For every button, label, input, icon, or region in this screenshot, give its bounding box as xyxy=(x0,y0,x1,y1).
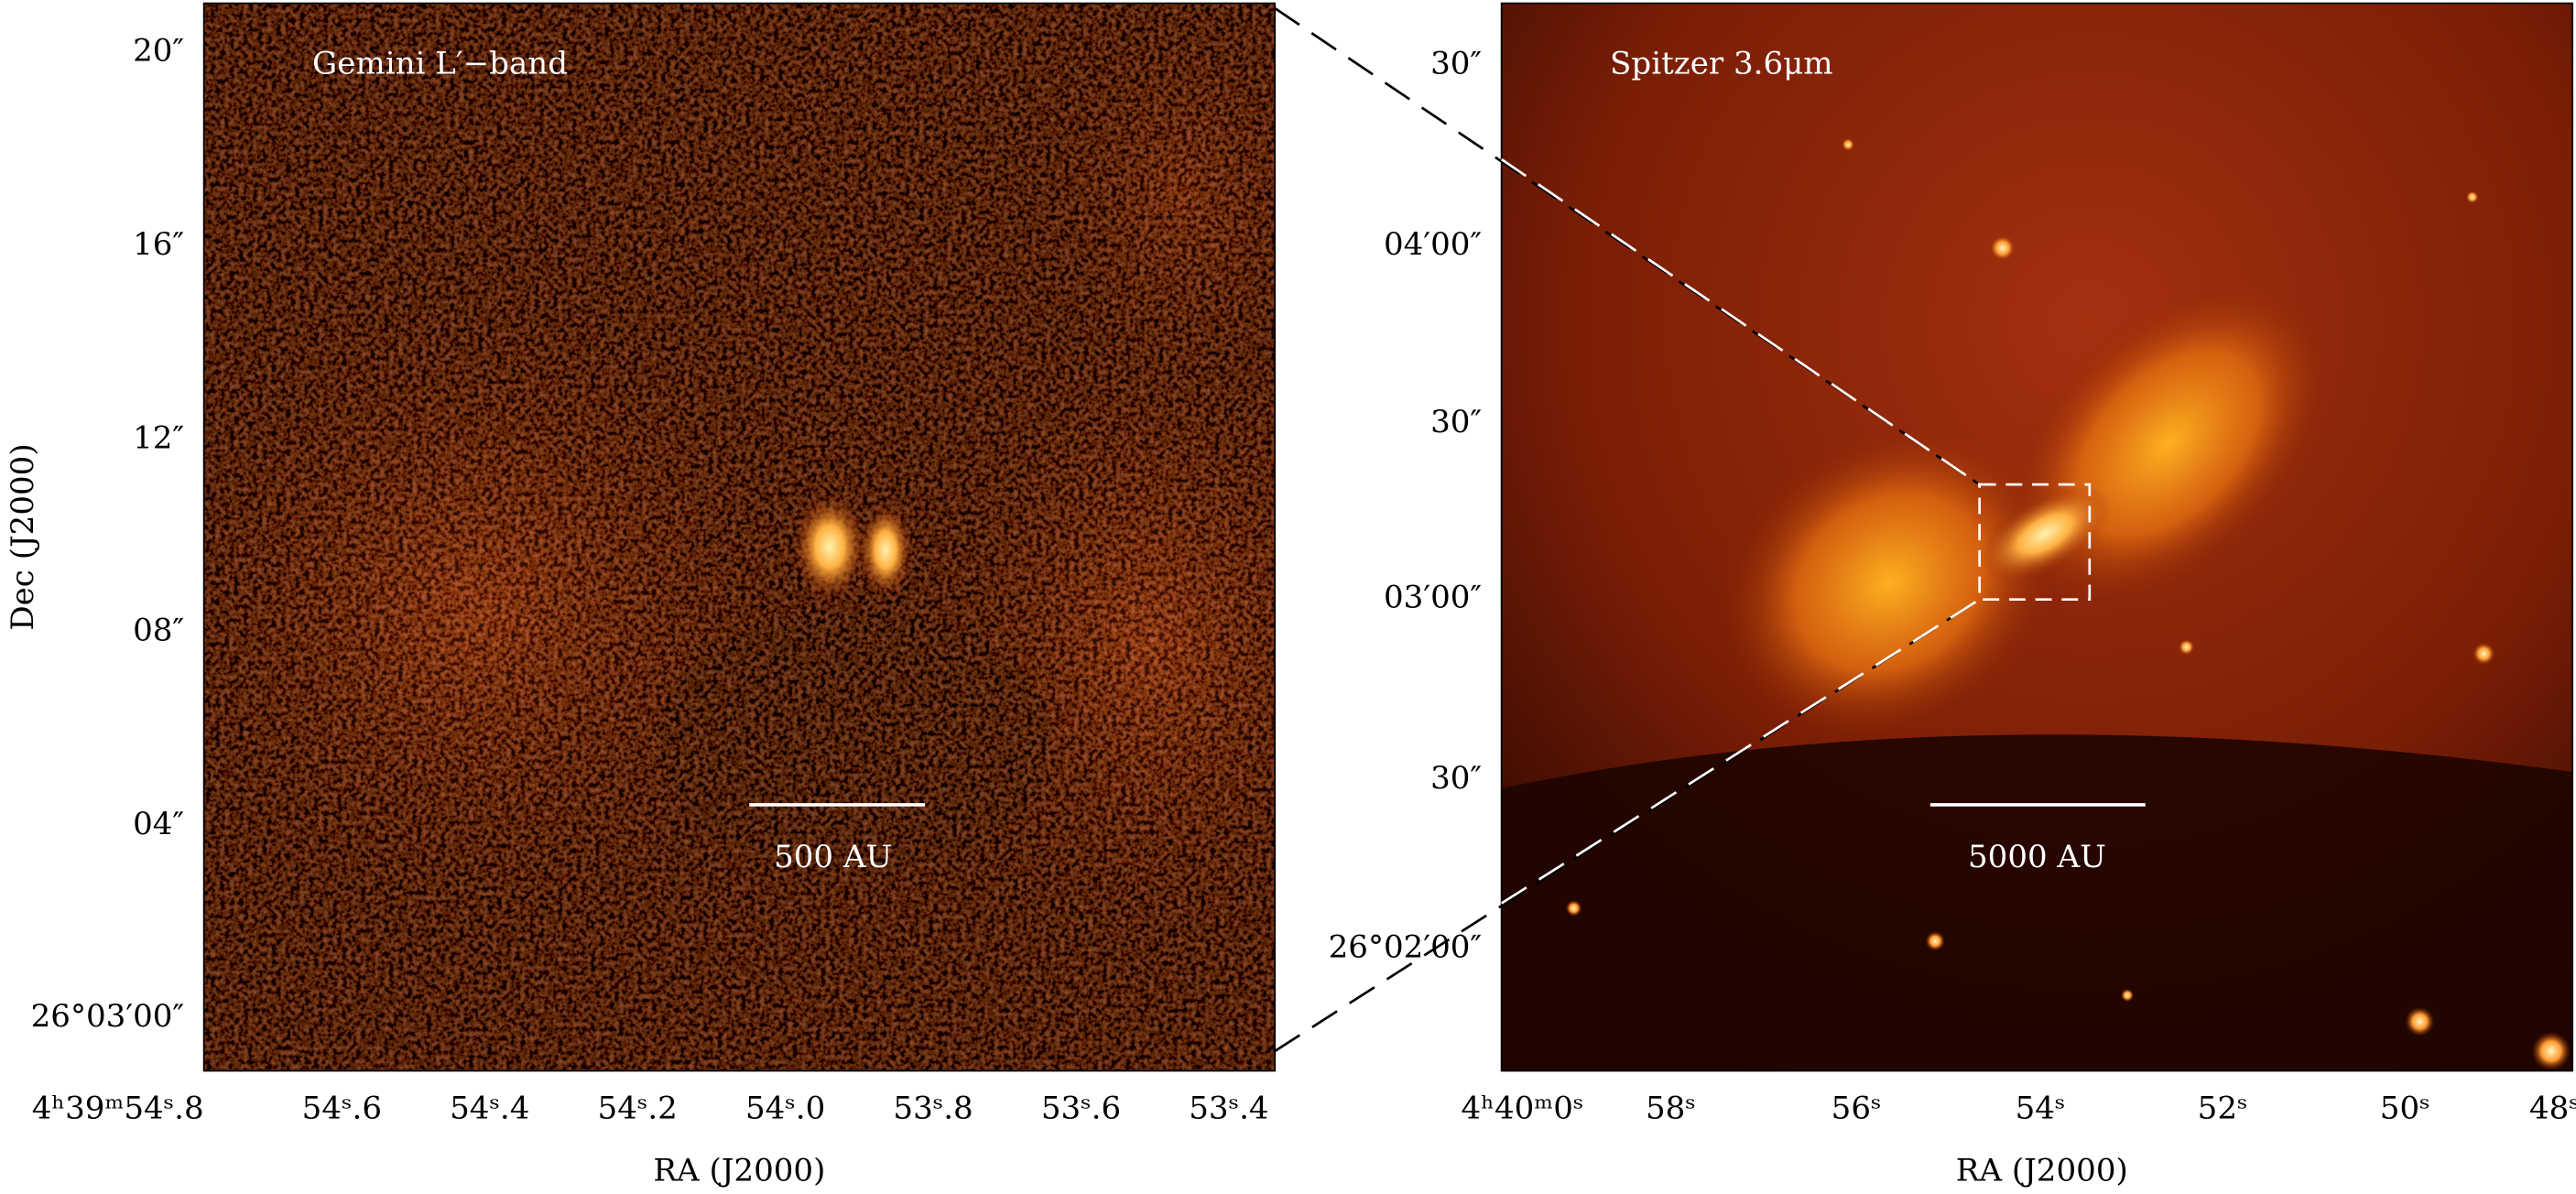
y-tick-label: 08″ xyxy=(133,613,184,649)
x-tick-label: 54ˢ.2 xyxy=(598,1091,678,1127)
y-tick-label: 30″ xyxy=(1430,46,1482,82)
x-tick-label: 53ˢ.8 xyxy=(893,1091,973,1127)
panel-title: Spitzer 3.6μm xyxy=(1610,46,1833,82)
x-tick-label: 53ˢ.4 xyxy=(1189,1091,1268,1127)
y-tick-label: 04″ xyxy=(133,806,184,842)
y-tick-label: 12″ xyxy=(133,420,184,457)
y-tick-label: 26°02′00″ xyxy=(1329,929,1483,966)
x-tick-label: 4ʰ39ᵐ54ˢ.8 xyxy=(32,1091,204,1127)
spitzer-image xyxy=(1501,3,2573,1071)
scale-label: 500 AU xyxy=(774,839,892,875)
x-tick-label: 52ˢ xyxy=(2198,1091,2248,1127)
x-tick-label: 4ʰ40ᵐ0ˢ xyxy=(1462,1091,1584,1127)
y-tick-label: 26°03′00″ xyxy=(31,998,185,1035)
x-tick-label: 56ˢ xyxy=(1831,1091,1882,1127)
gemini-image xyxy=(203,3,1276,1071)
x-tick-label: 54ˢ xyxy=(2016,1091,2066,1127)
scale-label: 5000 AU xyxy=(1968,839,2106,875)
x-tick-label: 53ˢ.6 xyxy=(1041,1091,1121,1127)
x-axis-label: RA (J2000) xyxy=(653,1153,825,1189)
ticks: 4ʰ39ᵐ54ˢ.8 54ˢ.6 54ˢ.4 54ˢ.2 54ˢ.0 53ˢ.8 53ˢ.6… xyxy=(31,32,2576,1126)
panel-title: Gemini L′−band xyxy=(312,46,568,82)
frame xyxy=(202,2,1277,1072)
x-tick-label: 50ˢ xyxy=(2380,1091,2430,1127)
y-tick-label: 04′00″ xyxy=(1384,226,1482,263)
y-axis-label: Dec (J2000) xyxy=(5,443,41,630)
y-tick-label: 16″ xyxy=(133,226,184,263)
zoom-indicator xyxy=(1274,6,2092,1053)
x-tick-label: 54ˢ.6 xyxy=(302,1091,382,1127)
x-tick-label: 54ˢ.0 xyxy=(745,1091,825,1127)
y-tick-label: 30″ xyxy=(1430,404,1482,440)
x-tick-label: 54ˢ.4 xyxy=(450,1091,529,1127)
frame xyxy=(1500,2,2574,1072)
y-tick-label: 30″ xyxy=(1430,760,1482,797)
x-axis-label: RA (J2000) xyxy=(1956,1153,2128,1189)
x-tick-label: 58ˢ xyxy=(1646,1091,1696,1127)
y-tick-label: 03′00″ xyxy=(1384,580,1482,616)
x-tick-label: 48ˢ xyxy=(2529,1091,2576,1127)
y-tick-label: 20″ xyxy=(133,32,184,69)
